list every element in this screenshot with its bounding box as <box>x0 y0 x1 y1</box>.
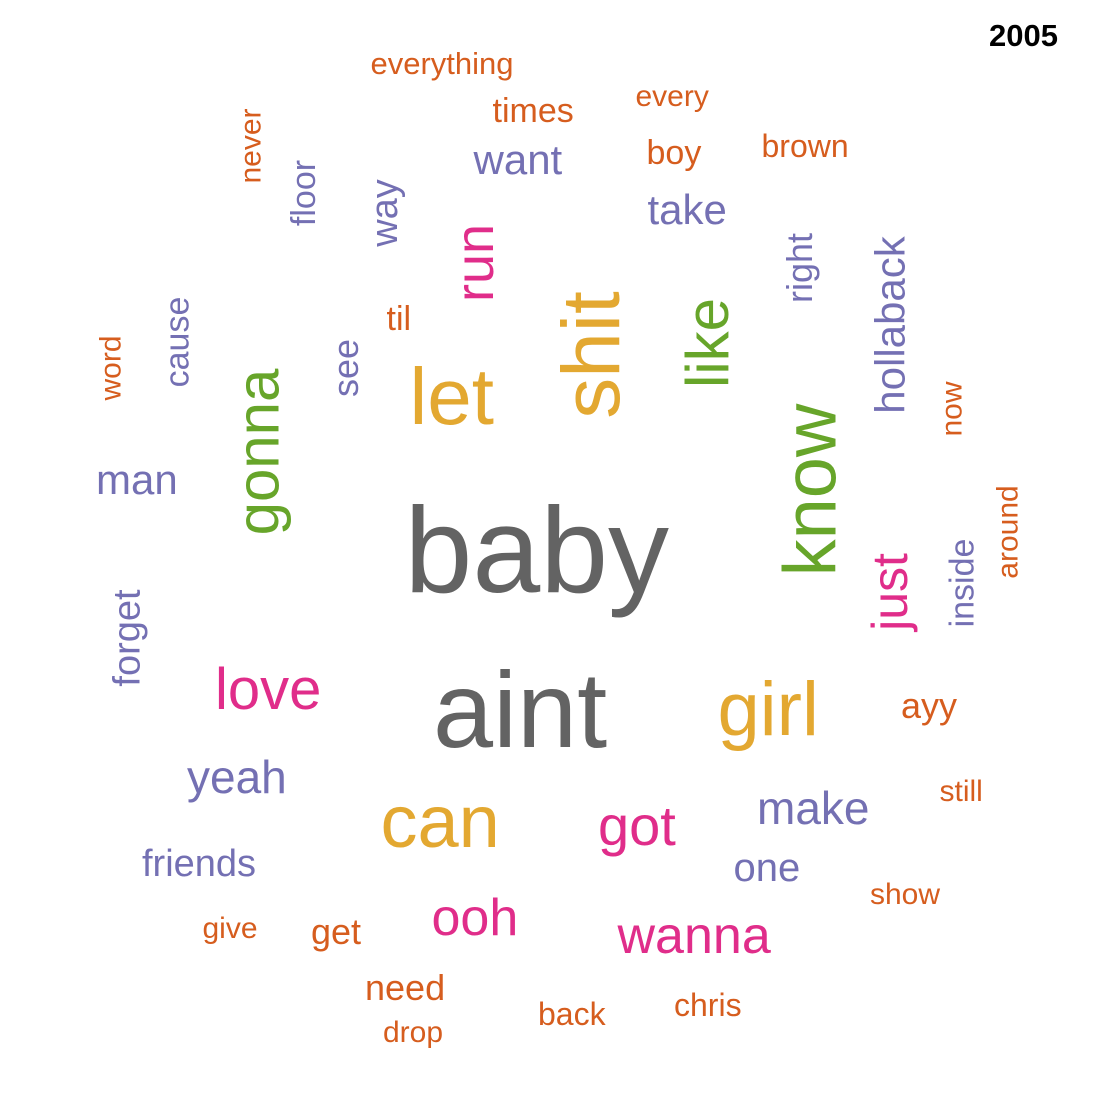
word-back: back <box>538 996 606 1032</box>
word-make: make <box>757 782 870 834</box>
word-drop: drop <box>383 1016 444 1049</box>
word-still: still <box>939 775 983 808</box>
word-cause: cause <box>157 296 196 388</box>
word-can: can <box>380 780 500 863</box>
word-love: love <box>215 657 322 722</box>
word-baby: baby <box>404 482 670 618</box>
word-way: way <box>363 179 406 247</box>
word-let: let <box>409 352 495 441</box>
word-inside: inside <box>942 538 981 628</box>
word-aint: aint <box>433 649 608 770</box>
word-show: show <box>870 878 941 911</box>
word-shit: shit <box>545 291 637 419</box>
word-know: know <box>767 403 851 577</box>
word-just: just <box>861 553 918 631</box>
word-gonna: gonna <box>223 368 291 536</box>
word-til: til <box>386 300 412 338</box>
word-hollaback: hollaback <box>866 236 914 414</box>
word-brown: brown <box>761 128 849 164</box>
word-need: need <box>365 967 446 1008</box>
word-floor: floor <box>285 159 324 227</box>
word-every: every <box>635 80 709 113</box>
word-got: got <box>598 794 676 857</box>
word-times: times <box>492 92 574 130</box>
word-girl: girl <box>717 667 819 752</box>
word-see: see <box>325 338 367 398</box>
word-boy: boy <box>646 134 702 172</box>
word-want: want <box>473 136 563 183</box>
word-ayy: ayy <box>901 685 958 726</box>
word-ooh: ooh <box>431 889 519 947</box>
word-run: run <box>445 223 506 303</box>
word-never: never <box>234 108 268 184</box>
year-label: 2005 <box>989 18 1058 53</box>
word-right: right <box>779 232 821 304</box>
word-get: get <box>311 911 362 952</box>
word-around: around <box>991 485 1025 579</box>
word-friends: friends <box>142 843 257 885</box>
word-forget: forget <box>106 589 149 687</box>
word-give: give <box>202 912 258 945</box>
word-yeah: yeah <box>187 751 287 803</box>
word-chris: chris <box>674 987 742 1023</box>
word-one: one <box>733 846 801 890</box>
word-everything: everything <box>370 45 514 81</box>
word-now: now <box>935 381 969 437</box>
word-wanna: wanna <box>617 907 771 965</box>
word-take: take <box>647 186 727 233</box>
word-like: like <box>674 297 742 389</box>
word-man: man <box>96 456 178 503</box>
word-word: word <box>94 335 128 401</box>
